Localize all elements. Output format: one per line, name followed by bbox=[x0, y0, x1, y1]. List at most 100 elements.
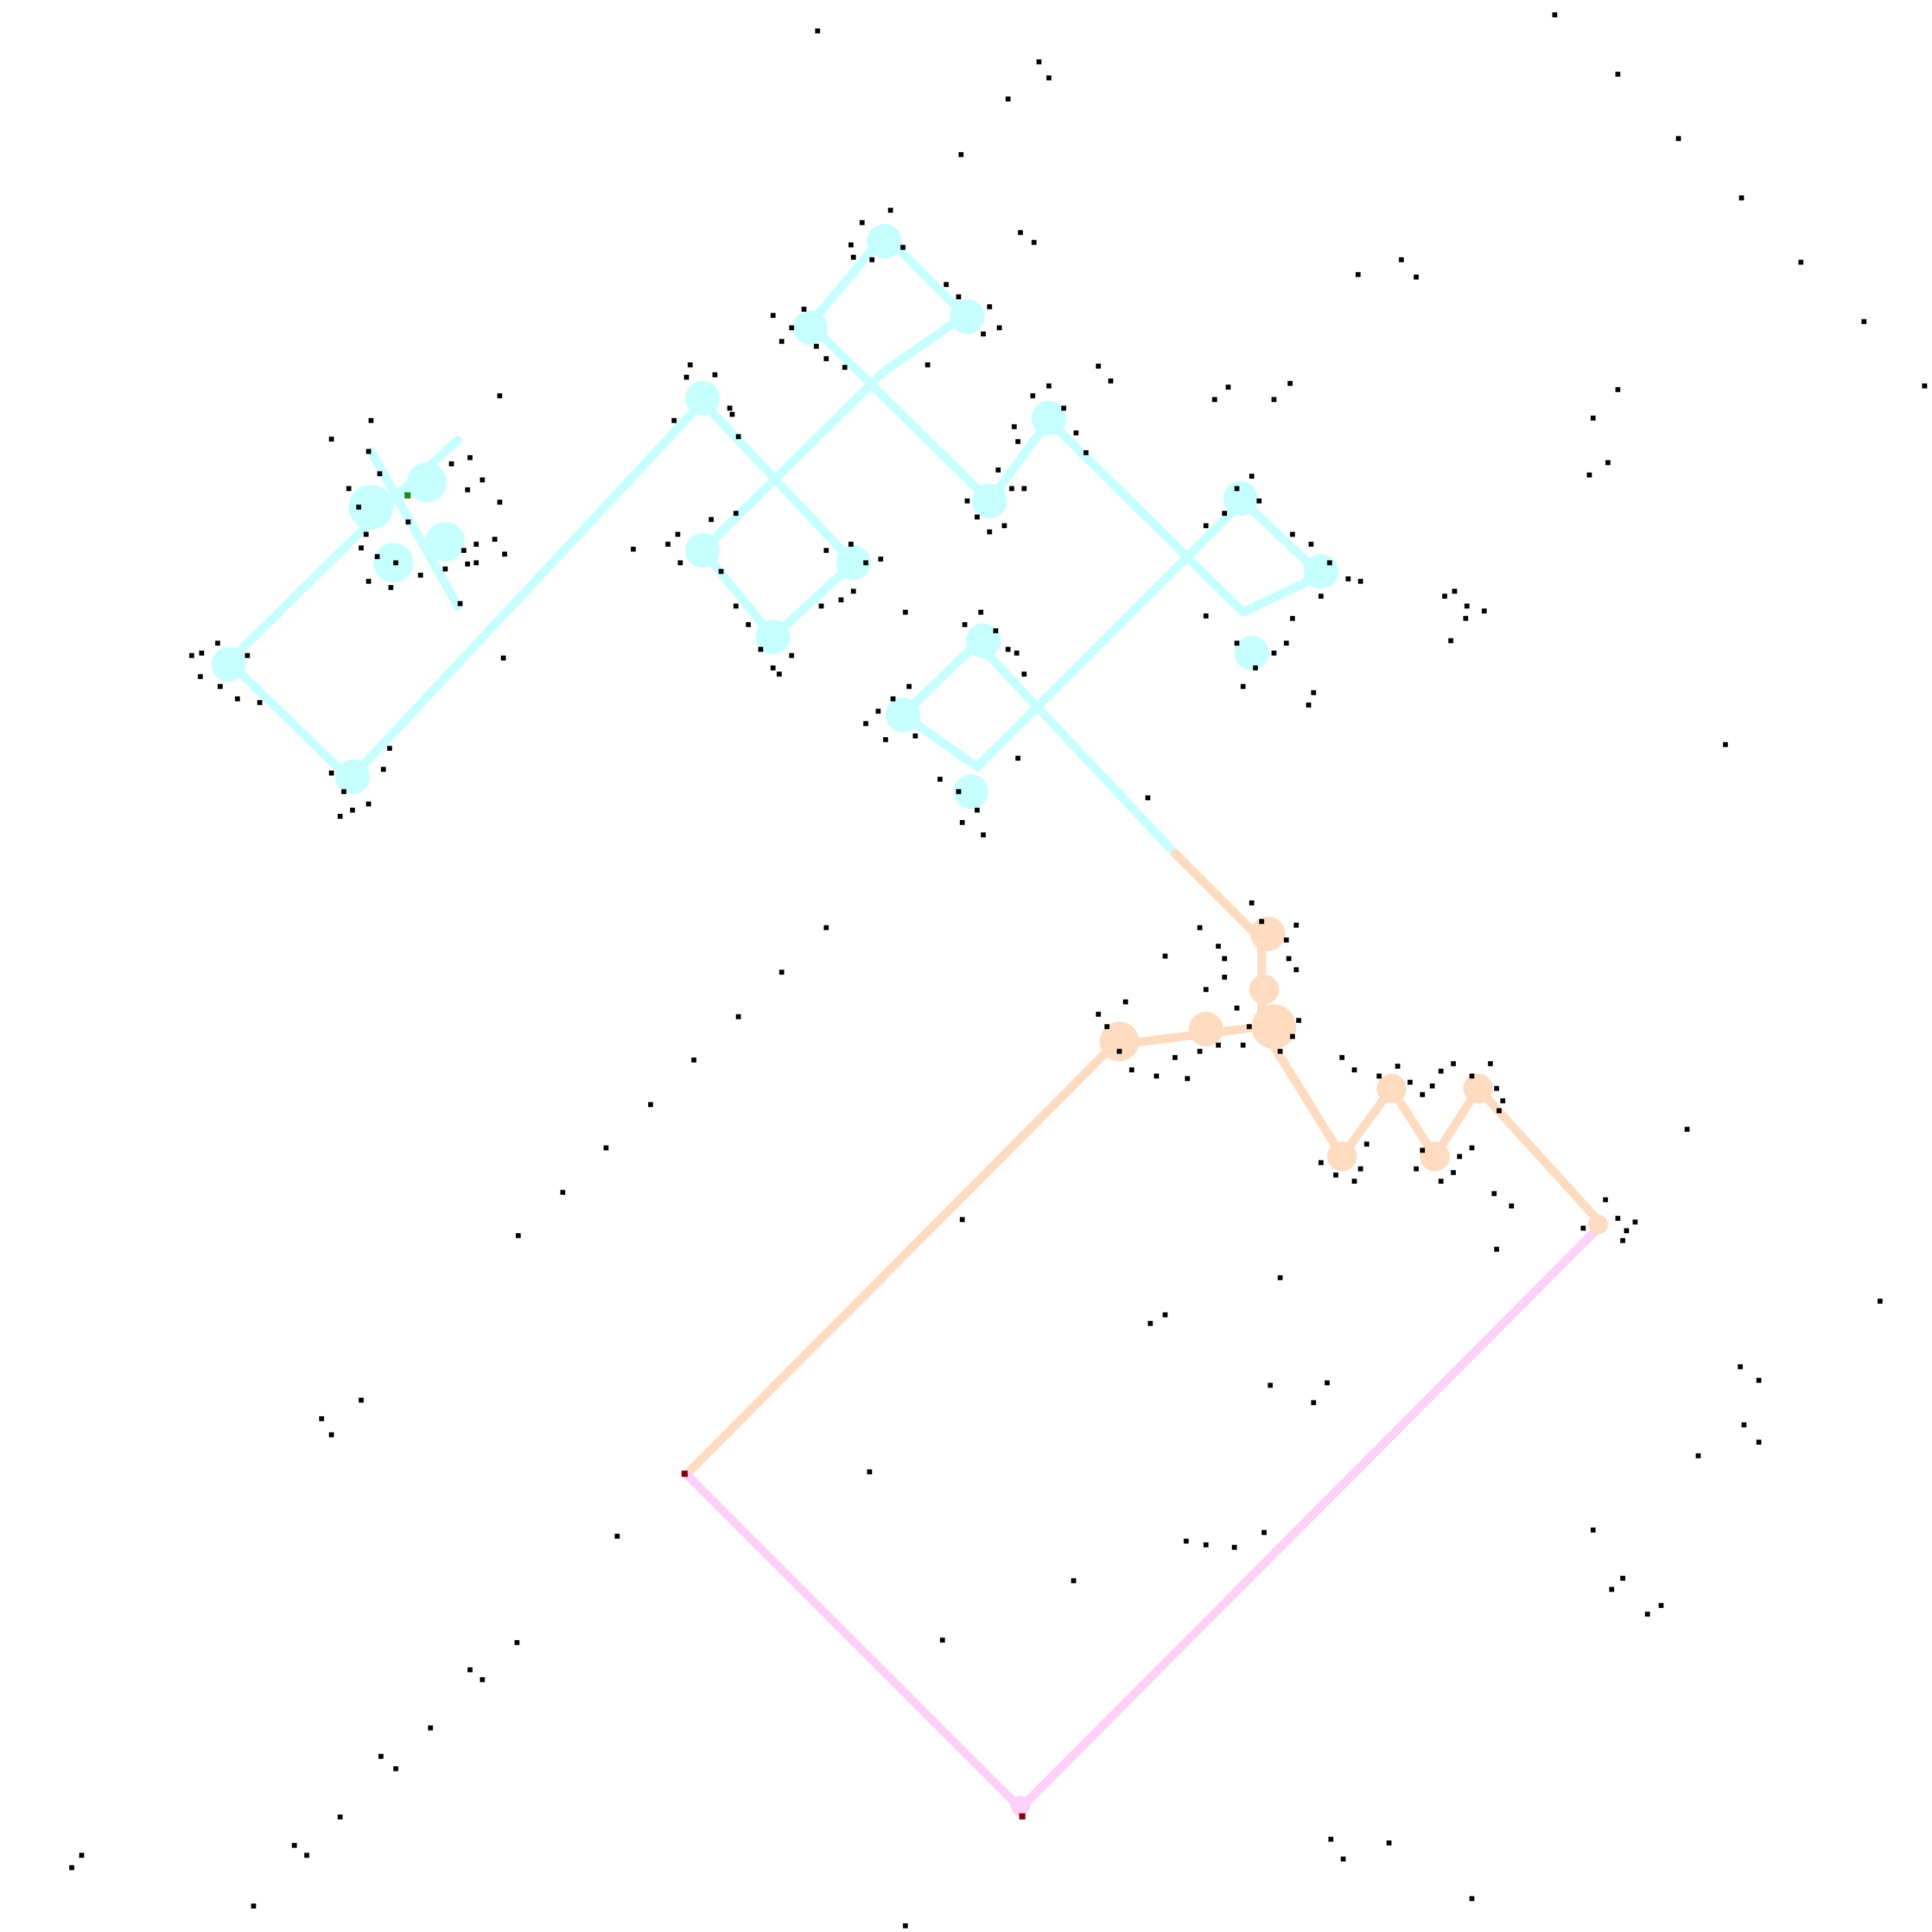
cyan-path-segment bbox=[367, 447, 462, 610]
particle bbox=[776, 671, 782, 677]
particle bbox=[736, 1014, 741, 1019]
particle bbox=[1494, 1246, 1500, 1252]
particle bbox=[1355, 272, 1361, 277]
particle bbox=[1438, 1178, 1444, 1184]
particle bbox=[1463, 616, 1468, 621]
particle bbox=[1215, 1042, 1221, 1048]
particle bbox=[356, 504, 362, 510]
particle bbox=[189, 653, 195, 658]
particle bbox=[1129, 1067, 1135, 1073]
particle bbox=[1756, 1439, 1761, 1445]
particle bbox=[733, 510, 739, 516]
particle bbox=[1271, 397, 1277, 402]
particle bbox=[465, 487, 471, 493]
particle bbox=[851, 254, 856, 260]
particle bbox=[980, 832, 986, 838]
particle bbox=[1203, 613, 1209, 619]
particle bbox=[1605, 460, 1611, 465]
particle bbox=[1581, 1226, 1586, 1231]
particle bbox=[890, 696, 896, 702]
particle bbox=[1364, 1141, 1370, 1147]
cluster-blob bbox=[685, 533, 720, 568]
particle bbox=[1163, 1312, 1168, 1317]
particle bbox=[1398, 257, 1404, 262]
particle bbox=[1318, 1160, 1324, 1165]
particle bbox=[1197, 1048, 1202, 1054]
particle bbox=[1311, 690, 1316, 695]
particle bbox=[319, 1416, 325, 1422]
particle bbox=[943, 282, 949, 287]
particle bbox=[257, 699, 262, 706]
particle bbox=[997, 325, 1002, 331]
particle bbox=[815, 28, 820, 34]
end-marker-bottom bbox=[1019, 1813, 1026, 1820]
particle bbox=[859, 220, 865, 225]
particle bbox=[691, 1057, 697, 1063]
particle bbox=[733, 604, 739, 609]
particle bbox=[779, 969, 784, 975]
cluster-blob bbox=[953, 774, 989, 809]
particle bbox=[381, 767, 386, 772]
particle bbox=[1021, 486, 1027, 491]
cluster-blob bbox=[1252, 1004, 1297, 1049]
particle bbox=[1624, 1228, 1629, 1233]
particle bbox=[878, 556, 884, 562]
particle bbox=[480, 477, 485, 483]
particle bbox=[1046, 383, 1052, 388]
particle bbox=[1352, 1178, 1357, 1184]
particle bbox=[1185, 1076, 1190, 1081]
cluster-blob bbox=[335, 759, 370, 795]
particle bbox=[217, 684, 223, 689]
particle bbox=[863, 721, 869, 726]
particle bbox=[630, 546, 636, 552]
particle bbox=[377, 471, 382, 477]
particle bbox=[604, 1145, 609, 1151]
particle bbox=[900, 245, 906, 250]
cluster-blob bbox=[1010, 1796, 1030, 1816]
particle bbox=[1469, 1145, 1475, 1151]
cluster-blob bbox=[1234, 635, 1270, 671]
cluster-blob bbox=[972, 483, 1007, 519]
particle bbox=[1500, 1098, 1506, 1104]
particle bbox=[1071, 1578, 1076, 1583]
particle bbox=[823, 547, 829, 554]
particle bbox=[515, 1639, 520, 1646]
cluster-blob bbox=[1420, 1141, 1450, 1172]
particle bbox=[1203, 987, 1209, 992]
particle bbox=[337, 1814, 343, 1820]
particle bbox=[1339, 1054, 1345, 1061]
cluster-blob bbox=[1223, 481, 1259, 516]
cluster-blob bbox=[885, 697, 921, 732]
particle bbox=[987, 529, 992, 534]
particle bbox=[615, 1533, 620, 1539]
particle bbox=[1358, 578, 1363, 584]
particle bbox=[251, 1903, 256, 1909]
particle bbox=[1324, 1380, 1330, 1386]
particle bbox=[925, 362, 930, 368]
particle bbox=[1311, 1400, 1316, 1405]
pink-path bbox=[682, 1220, 1607, 1813]
particle bbox=[1293, 922, 1299, 928]
particle bbox=[1620, 1238, 1626, 1243]
particle bbox=[851, 589, 856, 594]
particle bbox=[1148, 1321, 1153, 1326]
particle bbox=[406, 519, 411, 525]
cluster-blob bbox=[1303, 554, 1339, 589]
particle bbox=[515, 1233, 521, 1239]
particle bbox=[1620, 1576, 1626, 1581]
particle bbox=[387, 745, 393, 751]
particle bbox=[1005, 647, 1011, 652]
particle bbox=[1442, 593, 1448, 599]
particle bbox=[366, 578, 371, 584]
particle bbox=[987, 304, 992, 310]
particle bbox=[1074, 430, 1079, 436]
particle bbox=[1145, 795, 1151, 801]
particle bbox=[457, 601, 463, 606]
particle bbox=[1252, 665, 1259, 671]
particle bbox=[863, 560, 869, 566]
particle bbox=[995, 467, 1001, 473]
particle bbox=[393, 560, 399, 566]
particle bbox=[378, 1754, 384, 1759]
